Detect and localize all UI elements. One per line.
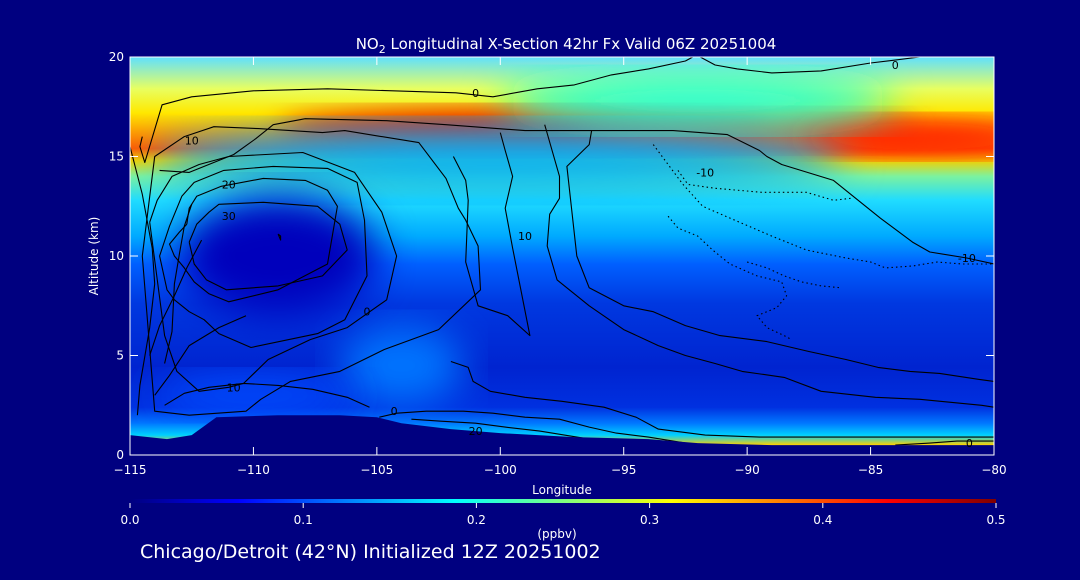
y-tick-label: 20 [109,50,124,64]
contour-line [895,440,994,446]
contour-line [149,239,203,356]
contour-line [141,126,482,416]
contour-line [159,118,994,265]
no2-feature [179,196,377,316]
colorbar-ticks: 0.0 0.1 0.2 0.3 0.4 0.5 [120,503,1006,527]
no2-feature [500,74,896,127]
contour-label: 0 [966,437,973,450]
colorbar-tick-label: 0.0 [120,513,139,527]
y-tick-label: 0 [116,448,124,462]
contour-line [164,382,370,408]
x-tick-label: −105 [360,463,393,477]
colorbar-tick-label: 0.3 [640,513,659,527]
y-axis-label: Altitude (km) [87,217,101,296]
negative-contour-line [746,261,841,289]
colorbar: 0.0 0.1 0.2 0.3 0.4 0.5 (ppbv) [120,499,1006,541]
y-axis-ticks: 0 5 10 15 20 [109,50,994,462]
contour-line [130,146,156,416]
colorbar-tick-label: 0.2 [467,513,486,527]
y-tick-label: 15 [109,150,124,164]
chart-title: NO2 Longitudinal X-Section 42hr Fx Valid… [356,35,777,56]
negative-contour-line [652,144,994,269]
x-tick-label: −85 [858,463,883,477]
contour-line [277,233,282,241]
contour-label: -10 [696,166,714,179]
contour-lines [130,57,994,446]
contour-label: 20 [222,178,236,191]
contour-line [149,151,398,392]
terrain-mask [130,415,994,455]
no2-feature [154,128,846,193]
no2-concentration-field [154,74,994,416]
contour-label: 10 [227,381,241,394]
contour-label: 20 [469,425,483,438]
contour-line [188,201,348,291]
colorbar-unit-label: (ppbv) [537,527,576,541]
plot-area: 0 0 10 20 30 -10 10 -10 0 10 20 0 0 [129,56,995,456]
x-tick-label: −90 [734,463,759,477]
contour-line [168,177,338,303]
x-tick-label: −80 [981,463,1006,477]
contour-label: 0 [391,405,398,418]
colorbar-tick-label: 0.4 [813,513,832,527]
contour-label: 10 [185,135,199,148]
contour-line [566,130,994,382]
contour-line [139,57,987,164]
negative-contour-line [667,215,792,341]
contour-line [452,132,531,337]
no2-feature [796,118,994,155]
contour-line [544,124,994,408]
contour-line [164,204,193,364]
contour-labels: 0 0 10 20 30 -10 10 -10 0 10 20 0 0 [185,59,976,450]
contour-line [450,360,994,438]
contour-label: 0 [363,306,370,319]
contour-line [379,410,698,446]
contour-label: -10 [958,252,976,265]
x-axis-ticks: −115 −110 −105 −100 −95 −90 −85 −80 [114,57,1007,477]
contour-label: 0 [892,59,899,72]
contour-line [154,315,247,396]
x-tick-label: −100 [484,463,517,477]
no2-feature [154,375,353,416]
colorbar-tick-label: 0.5 [986,513,1005,527]
contour-label: 10 [518,230,532,243]
run-info-footer: Chicago/Detroit (42°N) Initialized 12Z 2… [140,541,601,563]
no2-feature [339,325,464,406]
x-tick-label: −110 [237,463,270,477]
x-axis-label: Longitude [532,483,592,497]
contour-label: 30 [222,210,236,223]
y-tick-label: 10 [109,249,124,263]
colorbar-gradient [130,499,996,503]
colorbar-tick-label: 0.1 [294,513,313,527]
contour-line [159,165,368,349]
y-tick-label: 5 [116,349,124,363]
x-tick-label: −115 [114,463,147,477]
x-tick-label: −95 [611,463,636,477]
contour-label: 0 [472,87,479,100]
